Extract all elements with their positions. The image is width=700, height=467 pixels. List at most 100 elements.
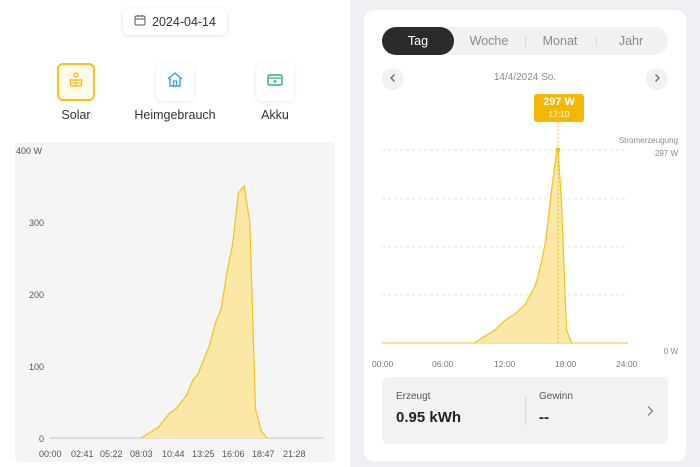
chevron-right-icon <box>652 70 662 88</box>
category-home-button[interactable] <box>156 63 194 101</box>
right-power-chart <box>382 113 628 344</box>
series-area <box>474 150 572 343</box>
category-solar-label: Solar <box>61 108 91 122</box>
tab-week[interactable]: Woche <box>469 34 509 48</box>
data-point <box>504 319 506 322</box>
data-point <box>514 313 517 315</box>
x-tick-label: 21:28 <box>283 449 306 459</box>
data-point <box>524 303 527 305</box>
solar-panel-view: 2024-04-14 Solar Heimgebrauch Akku 400 W… <box>15 8 335 462</box>
tab-day[interactable]: Tag <box>382 27 454 55</box>
data-point <box>214 322 217 324</box>
category-battery-label: Akku <box>261 108 289 122</box>
data-point <box>140 437 143 439</box>
data-point <box>157 426 160 429</box>
tab-divider <box>596 36 597 46</box>
data-point <box>163 419 165 421</box>
date-picker[interactable]: 2024-04-14 <box>123 8 227 35</box>
category-home-label: Heimgebrauch <box>134 108 216 122</box>
y-tick-label: 400 W <box>16 146 43 156</box>
tab-divider <box>525 36 526 46</box>
x-tick-label: 18:00 <box>555 359 577 369</box>
power-chart-area <box>15 142 335 462</box>
x-tick-label: 12:00 <box>494 359 516 369</box>
profit-value: -- <box>539 409 549 426</box>
chevron-left-icon <box>388 70 398 88</box>
category-solar-button[interactable] <box>57 63 95 101</box>
x-tick-label: 13:25 <box>192 449 215 459</box>
legend-max: 297 W <box>654 149 678 158</box>
generation-card: Tag Woche Monat Jahr 14/4/2024 So. 297 W… <box>364 10 686 461</box>
data-point <box>220 307 223 310</box>
profit-label: Gewinn <box>539 391 573 402</box>
home-icon <box>166 71 184 94</box>
produced-label: Erzeugt <box>396 391 431 402</box>
left-power-chart <box>50 184 324 439</box>
calendar-icon <box>134 14 146 29</box>
chevron-right-icon[interactable] <box>644 404 656 416</box>
data-point <box>254 408 257 411</box>
data-point <box>535 283 537 286</box>
data-point <box>243 185 245 187</box>
data-point <box>494 329 496 331</box>
data-point <box>203 358 205 360</box>
previous-day-button[interactable] <box>382 68 404 90</box>
x-tick-label: 02:41 <box>71 449 94 459</box>
battery-icon <box>266 71 284 94</box>
data-point <box>565 329 568 331</box>
data-point <box>540 264 542 266</box>
chart-legend: Stromerzeugung 297 W <box>619 134 678 160</box>
x-tick-label: 05:22 <box>100 449 123 459</box>
data-point <box>209 343 211 346</box>
data-point <box>260 430 263 432</box>
generation-summary[interactable]: Erzeugt 0.95 kWh Gewinn -- <box>382 377 668 444</box>
y-tick-label: 100 <box>29 362 45 372</box>
period-tabs: Tag Woche Monat Jahr <box>382 27 668 55</box>
data-point <box>146 433 148 436</box>
x-tick-label: 24:00 <box>616 359 638 369</box>
data-point <box>180 401 183 403</box>
y-tick-label: 0 <box>39 434 45 444</box>
data-point <box>560 199 563 201</box>
data-point <box>169 412 171 414</box>
tooltip-value: 297 W <box>543 96 575 108</box>
x-tick-label: 10:44 <box>162 449 185 459</box>
tab-year[interactable]: Jahr <box>618 34 644 48</box>
x-tick-label: 18:47 <box>252 449 275 459</box>
data-point <box>191 379 194 382</box>
daily-generation-view: Tag Woche Monat Jahr 14/4/2024 So. 297 W… <box>350 0 700 467</box>
data-point <box>237 192 240 194</box>
data-point <box>550 192 552 195</box>
tab-month[interactable]: Monat <box>542 34 578 48</box>
category-battery-button[interactable] <box>256 63 294 101</box>
crosshair-dot <box>555 147 561 153</box>
y-tick-label: 200 <box>29 290 45 300</box>
solar-panel-icon <box>67 71 85 94</box>
date-value: 2024-04-14 <box>152 14 216 29</box>
data-point <box>231 242 234 245</box>
selected-date-label: 14/4/2024 So. <box>493 72 557 83</box>
data-point <box>186 394 188 396</box>
series-area <box>141 186 267 438</box>
x-tick-label: 16:06 <box>222 449 245 459</box>
next-day-button[interactable] <box>646 68 668 90</box>
x-tick-label: 08:03 <box>130 449 153 459</box>
x-tick-label: 00:00 <box>372 359 394 369</box>
data-point <box>483 335 486 338</box>
data-point <box>570 342 573 344</box>
produced-value: 0.95 kWh <box>396 409 462 426</box>
y-tick-label: 300 <box>29 218 45 228</box>
chart-tooltip: 297 W 17:10 <box>534 94 584 122</box>
legend-min: 0 W <box>663 347 678 356</box>
data-point <box>266 437 268 439</box>
data-point <box>152 430 154 432</box>
tooltip-time: 17:10 <box>548 109 570 119</box>
summary-divider <box>525 396 526 426</box>
data-point <box>473 342 476 344</box>
x-tick-label: 00:00 <box>39 449 62 459</box>
x-tick-label: 06:00 <box>432 359 454 369</box>
data-point <box>545 238 547 240</box>
data-point <box>174 408 177 411</box>
data-point <box>249 221 251 223</box>
data-point <box>555 153 558 156</box>
